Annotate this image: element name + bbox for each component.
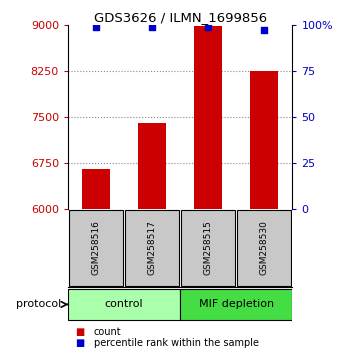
Text: ■: ■ (75, 327, 84, 337)
Text: GSM258517: GSM258517 (148, 220, 157, 275)
Bar (69, 210, 123, 286)
Point (149, 24, 155, 29)
Text: count: count (94, 327, 121, 337)
Text: protocol: protocol (16, 299, 61, 309)
Text: MIF depletion: MIF depletion (199, 299, 274, 309)
Text: percentile rank within the sample: percentile rank within the sample (94, 338, 258, 348)
Bar (181, 210, 235, 286)
Bar (138, 123, 166, 209)
Bar (250, 71, 278, 209)
Text: GSM258516: GSM258516 (91, 220, 101, 275)
Bar (125, 210, 179, 286)
Point (205, 24, 211, 29)
Title: GDS3626 / ILMN_1699856: GDS3626 / ILMN_1699856 (94, 11, 267, 24)
Text: GSM258530: GSM258530 (260, 220, 269, 275)
Text: control: control (105, 299, 143, 309)
Bar (194, 26, 222, 209)
Point (93, 24, 99, 29)
Bar (68, 289, 180, 320)
Bar (237, 210, 291, 286)
Bar (180, 289, 292, 320)
Point (261, 28, 267, 33)
Text: GSM258515: GSM258515 (204, 220, 213, 275)
Text: ■: ■ (75, 338, 84, 348)
Bar (82, 169, 110, 209)
